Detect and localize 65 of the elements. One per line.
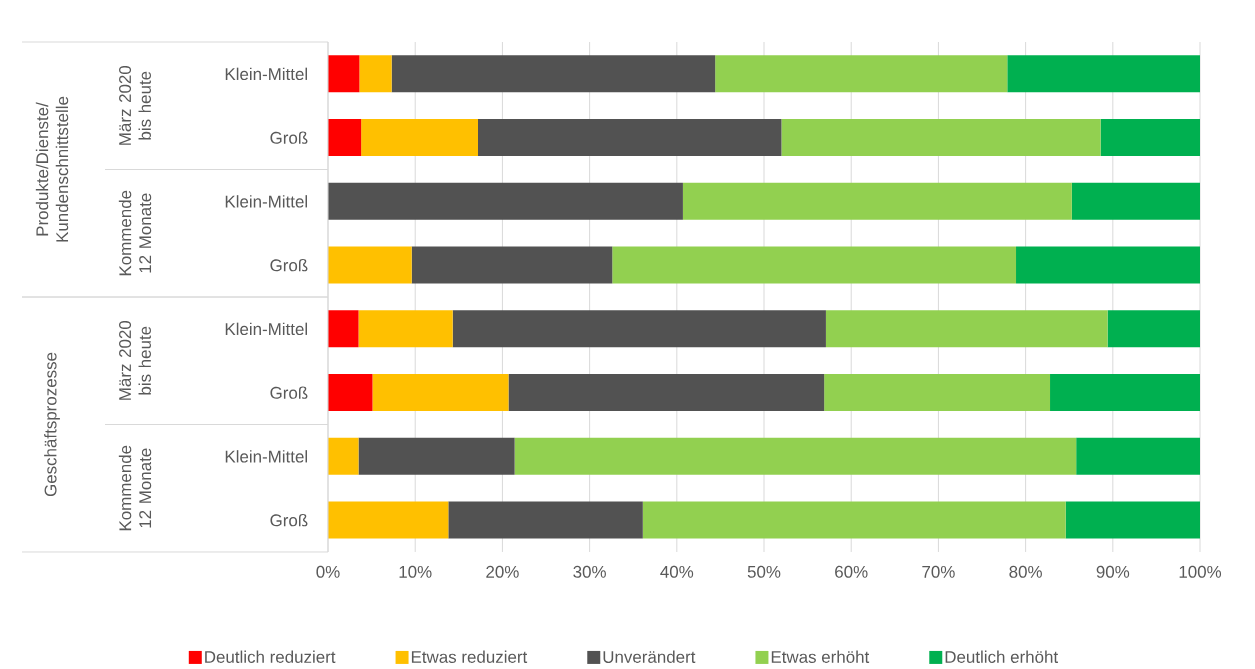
bar [1071,182,1201,220]
x-tick-label: 50% [747,565,781,578]
x-tick-label: 80% [1009,565,1042,578]
bar [1107,310,1201,348]
bar [514,437,1077,475]
bar [1065,501,1201,539]
bar [452,310,826,348]
bar [825,310,1108,348]
bar [328,182,683,220]
bar [1016,246,1201,284]
legend-label: Deutlich erhöht [945,650,1059,663]
text: Kommende 12 Monate [118,445,152,531]
y-tick-label: Klein-Mittel [225,67,308,81]
bar [781,119,1101,157]
bar [508,374,825,412]
x-tick-label: 20% [486,565,519,578]
text: Kommende 12 Monate [118,190,152,276]
bar [448,501,643,539]
bar [1007,55,1201,93]
bar [824,374,1051,412]
x-tick-label: 10% [399,565,432,578]
x-tick-label: 90% [1096,565,1130,578]
x-tick-label: 0% [316,565,340,578]
bar [1076,437,1201,475]
y-tick-label: Groß [270,131,308,144]
bar [328,119,362,157]
y-tick-label: Klein-Mittel [225,195,308,208]
bar [391,55,716,93]
legend-label: Unverändert [603,650,696,663]
y-tick-label: Groß [270,513,308,527]
bar [372,374,509,412]
x-tick-label: 60% [835,565,868,578]
bar [1100,119,1201,157]
bar [328,501,449,539]
legend-label: Etwas reduziert [411,650,528,663]
y-tick-label: Klein-Mittel [225,322,308,336]
y-tick-label: Klein-Mittel [225,450,308,463]
legend-label: Etwas erhöht [771,650,870,663]
text: Geschäftsprozesse [44,352,60,497]
bar [715,55,1008,93]
bar [682,182,1072,220]
bar [328,55,360,93]
bar [358,310,453,348]
bar [1050,374,1201,412]
bar [361,119,478,157]
bar [358,437,515,475]
bar [328,374,373,412]
bar [411,246,613,284]
text: März 2020 bis heute [119,65,151,145]
x-tick-label: 30% [573,565,606,578]
bar [359,55,392,93]
bar [328,310,359,348]
bar [328,246,412,284]
x-tick-label: 40% [660,565,694,578]
x-tick-label: 100% [1179,565,1222,578]
bar [328,437,359,475]
y-tick-label: Groß [270,258,308,272]
text: März 2020 bis heute [119,320,151,400]
text: Produkte/Dienste/ Kundenschnittstelle [35,96,69,242]
y-tick-label: Groß [270,386,308,399]
bar [642,501,1066,539]
bar [477,119,782,157]
bar [612,246,1017,284]
x-tick-label: 70% [922,565,955,578]
legend-label: Deutlich reduziert [205,650,336,663]
